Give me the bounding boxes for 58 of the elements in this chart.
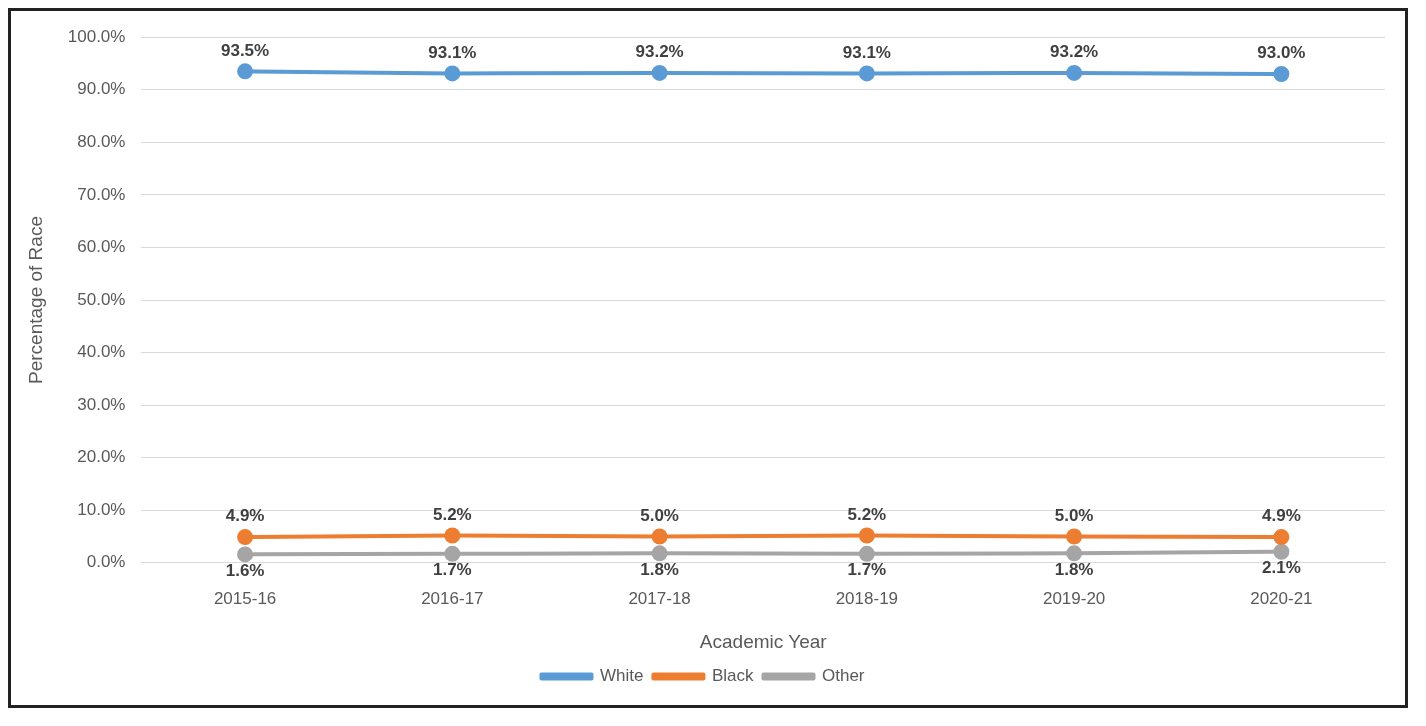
point [651, 528, 668, 545]
data-label: 2.1% [1262, 557, 1301, 577]
data-label: 5.0% [640, 505, 679, 525]
point [444, 65, 461, 82]
y-tick-label: 0.0% [86, 552, 126, 572]
point [1273, 543, 1290, 560]
y-tick-label: 20.0% [77, 447, 126, 467]
data-label: 93.0% [1257, 43, 1306, 63]
data-label: 5.2% [847, 504, 887, 524]
point [237, 546, 254, 563]
data-label: 93.1% [428, 42, 477, 62]
data-label: 5.0% [1054, 505, 1094, 525]
data-label: 4.9% [1262, 506, 1301, 526]
point [237, 529, 254, 546]
y-tick-label: 100.0% [67, 26, 126, 46]
data-label: 1.6% [225, 560, 265, 580]
x-tick-label: 2019-20 [1042, 588, 1106, 608]
point [1273, 65, 1290, 82]
point [651, 64, 668, 81]
y-tick-label: 70.0% [77, 184, 126, 204]
y-tick-label: 30.0% [77, 394, 126, 414]
point [444, 527, 461, 544]
point [444, 545, 461, 562]
legend-label: White [599, 666, 644, 686]
x-tick-label: 2015-16 [213, 588, 277, 608]
data-label: 93.2% [1050, 42, 1099, 62]
y-tick-label: 50.0% [77, 289, 126, 309]
y-tick-label: 90.0% [77, 79, 126, 99]
point [237, 63, 254, 80]
data-label: 93.1% [842, 42, 891, 62]
x-tick-label: 2017-18 [628, 588, 691, 608]
point [858, 545, 875, 562]
x-tick-label: 2016-17 [421, 588, 484, 608]
x-axis-title: Academic Year [699, 630, 828, 652]
point [858, 65, 875, 82]
x-tick-label: 2018-19 [835, 588, 899, 608]
point [1273, 529, 1290, 546]
y-tick-label: 80.0% [77, 132, 126, 152]
data-label: 1.7% [847, 560, 887, 580]
legend-label: Black [711, 666, 754, 686]
y-tick-label: 10.0% [77, 499, 126, 519]
data-label: 1.8% [1054, 559, 1094, 579]
point [858, 527, 875, 544]
y-axis-title: Percentage of Race [24, 216, 46, 384]
point [1066, 545, 1083, 562]
data-label: 93.2% [635, 42, 684, 62]
point [1066, 64, 1083, 81]
data-label: 5.2% [432, 504, 472, 524]
point [651, 545, 668, 562]
y-tick-label: 40.0% [77, 342, 126, 362]
data-label: 1.8% [640, 559, 679, 579]
point [1066, 528, 1083, 545]
legend-label: Other [822, 666, 865, 686]
x-tick-label: 2020-21 [1250, 588, 1313, 608]
data-label: 1.7% [432, 560, 472, 580]
y-tick-label: 60.0% [77, 237, 126, 257]
data-label: 4.9% [225, 506, 265, 526]
data-label: 93.5% [220, 40, 270, 60]
